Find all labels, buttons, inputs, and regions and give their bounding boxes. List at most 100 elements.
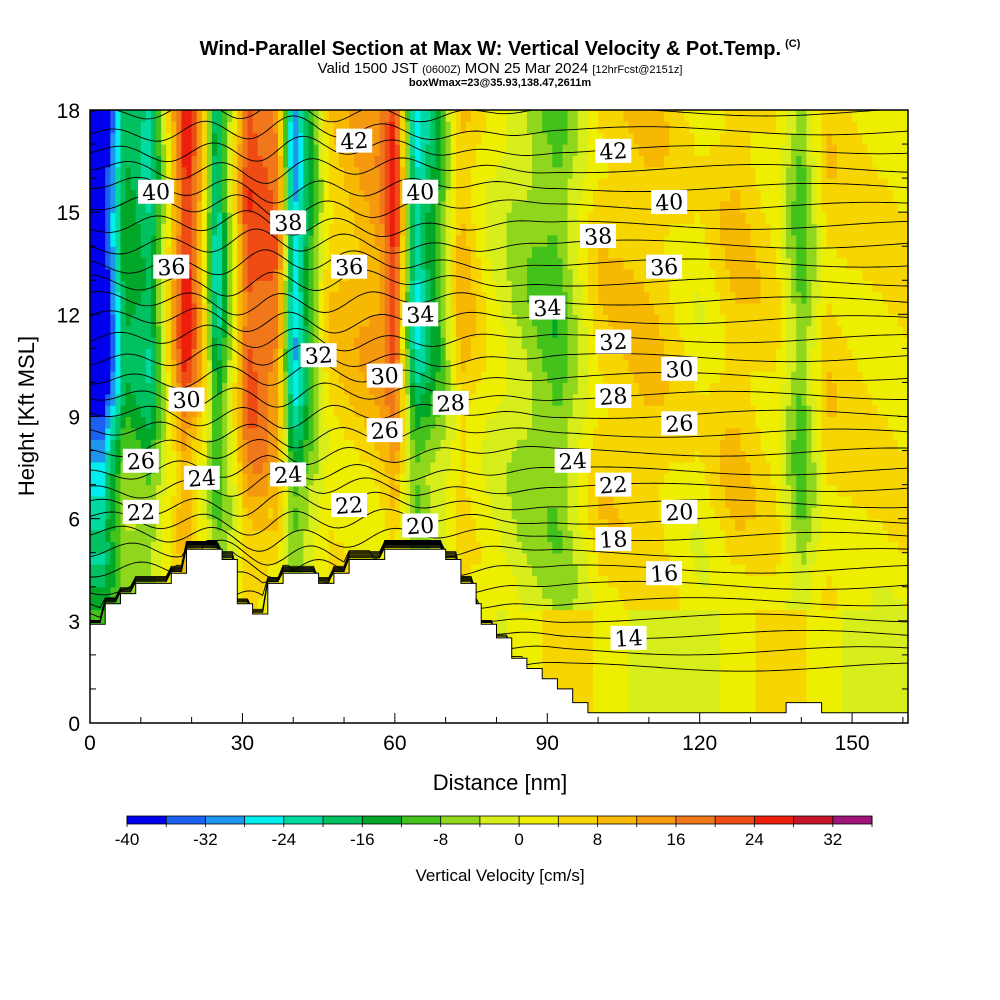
w-cell <box>516 530 523 542</box>
w-cell <box>460 132 467 145</box>
w-cell <box>552 666 559 679</box>
copyright-mark: (C) <box>785 38 801 50</box>
w-cell <box>471 110 477 122</box>
w-cell <box>176 473 183 486</box>
w-cell <box>277 371 284 384</box>
w-cell <box>481 302 487 315</box>
w-cell <box>110 189 116 202</box>
w-cell <box>140 348 147 361</box>
w-cell <box>201 144 208 157</box>
w-cell <box>476 132 482 145</box>
w-cell <box>425 495 432 508</box>
w-cell <box>242 257 249 270</box>
w-cell <box>349 348 355 361</box>
w-cell <box>481 337 487 349</box>
w-cell <box>252 371 259 384</box>
w-cell <box>277 155 284 168</box>
w-cell <box>521 302 528 315</box>
w-cell <box>232 552 238 565</box>
w-cell <box>237 280 244 293</box>
w-cell <box>430 507 437 520</box>
w-cell <box>440 246 447 259</box>
w-cell <box>181 178 188 191</box>
w-cell <box>532 654 538 667</box>
w-cell <box>181 246 188 259</box>
w-cell <box>201 257 208 270</box>
w-cell <box>237 461 244 474</box>
w-cell <box>506 268 513 281</box>
w-cell <box>293 291 299 304</box>
w-cell <box>359 234 365 247</box>
w-cell <box>481 518 487 531</box>
w-cell <box>135 439 142 452</box>
w-cell <box>267 234 274 247</box>
w-cell <box>95 530 101 542</box>
w-cell <box>369 291 376 304</box>
w-cell <box>308 427 315 440</box>
w-cell <box>440 507 447 520</box>
w-cell <box>156 564 162 577</box>
w-cell <box>298 416 304 429</box>
w-cell <box>460 450 467 463</box>
w-cell <box>394 200 401 213</box>
w-cell <box>420 268 426 281</box>
w-cell <box>506 178 513 191</box>
w-cell <box>394 234 401 247</box>
w-cell <box>196 110 203 122</box>
w-cell <box>283 371 289 384</box>
w-cell <box>232 359 238 372</box>
w-cell <box>176 178 183 191</box>
w-cell <box>399 144 406 157</box>
w-cell <box>415 427 421 440</box>
w-cell <box>252 575 259 588</box>
w-cell <box>526 586 533 599</box>
w-cell <box>328 166 335 179</box>
w-cell <box>247 189 254 202</box>
w-cell <box>333 393 340 406</box>
w-cell <box>465 416 472 429</box>
w-cell <box>476 416 482 429</box>
w-cell <box>455 507 462 520</box>
w-cell <box>526 348 533 361</box>
w-cell <box>481 121 487 134</box>
w-cell <box>415 291 421 304</box>
w-cell <box>222 257 228 270</box>
w-cell <box>476 166 482 179</box>
w-cell <box>374 325 381 338</box>
w-cell <box>542 132 548 145</box>
w-cell <box>491 530 498 542</box>
w-cell <box>328 530 335 542</box>
w-cell <box>333 337 340 349</box>
w-cell <box>283 427 289 440</box>
w-cell <box>491 427 498 440</box>
w-cell <box>272 144 279 157</box>
w-cell <box>171 291 177 304</box>
w-cell <box>369 461 376 474</box>
w-cell <box>110 246 116 259</box>
w-cell <box>425 212 432 225</box>
w-cell <box>435 507 442 520</box>
w-cell <box>257 337 264 349</box>
w-cell <box>511 246 518 259</box>
w-cell <box>222 359 228 372</box>
w-cell <box>521 110 528 122</box>
w-cell <box>171 189 177 202</box>
w-cell <box>384 223 391 236</box>
w-cell <box>145 382 152 395</box>
w-cell <box>435 484 442 497</box>
w-cell <box>323 552 330 565</box>
w-cell <box>288 348 294 361</box>
w-cell <box>176 314 183 327</box>
w-cell <box>247 246 254 259</box>
w-cell <box>252 450 259 463</box>
w-cell <box>333 234 340 247</box>
w-cell <box>156 393 162 406</box>
w-cell <box>511 223 518 236</box>
w-cell <box>313 144 320 157</box>
w-cell <box>105 416 111 429</box>
w-cell <box>359 200 365 213</box>
w-cell <box>150 564 157 577</box>
w-cell <box>359 325 365 338</box>
w-cell <box>247 121 254 134</box>
w-cell <box>242 280 249 293</box>
